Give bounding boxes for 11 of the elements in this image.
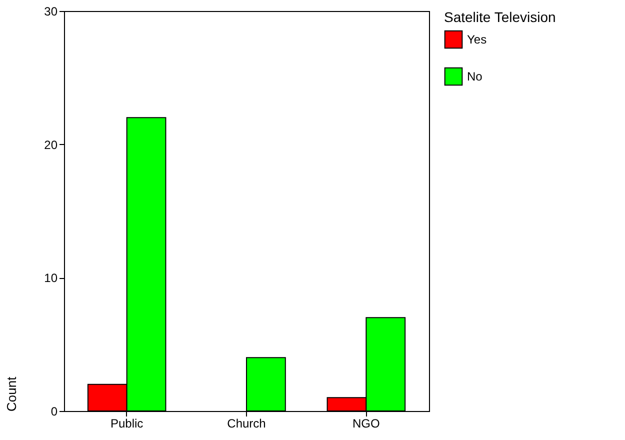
x-tick-label: Church: [227, 416, 266, 430]
y-tick-label: 30: [44, 4, 58, 18]
x-tick-label: NGO: [352, 416, 380, 430]
y-tick-label: 10: [44, 271, 58, 286]
y-tick-label: 20: [44, 138, 58, 152]
legend-label: No: [467, 70, 483, 84]
legend-title: Satelite Television: [444, 9, 556, 25]
y-tick-label: 0: [50, 404, 58, 418]
y-axis-title: Count: [4, 376, 20, 412]
legend-label: Yes: [467, 32, 487, 46]
x-tick-label: Public: [110, 416, 144, 430]
